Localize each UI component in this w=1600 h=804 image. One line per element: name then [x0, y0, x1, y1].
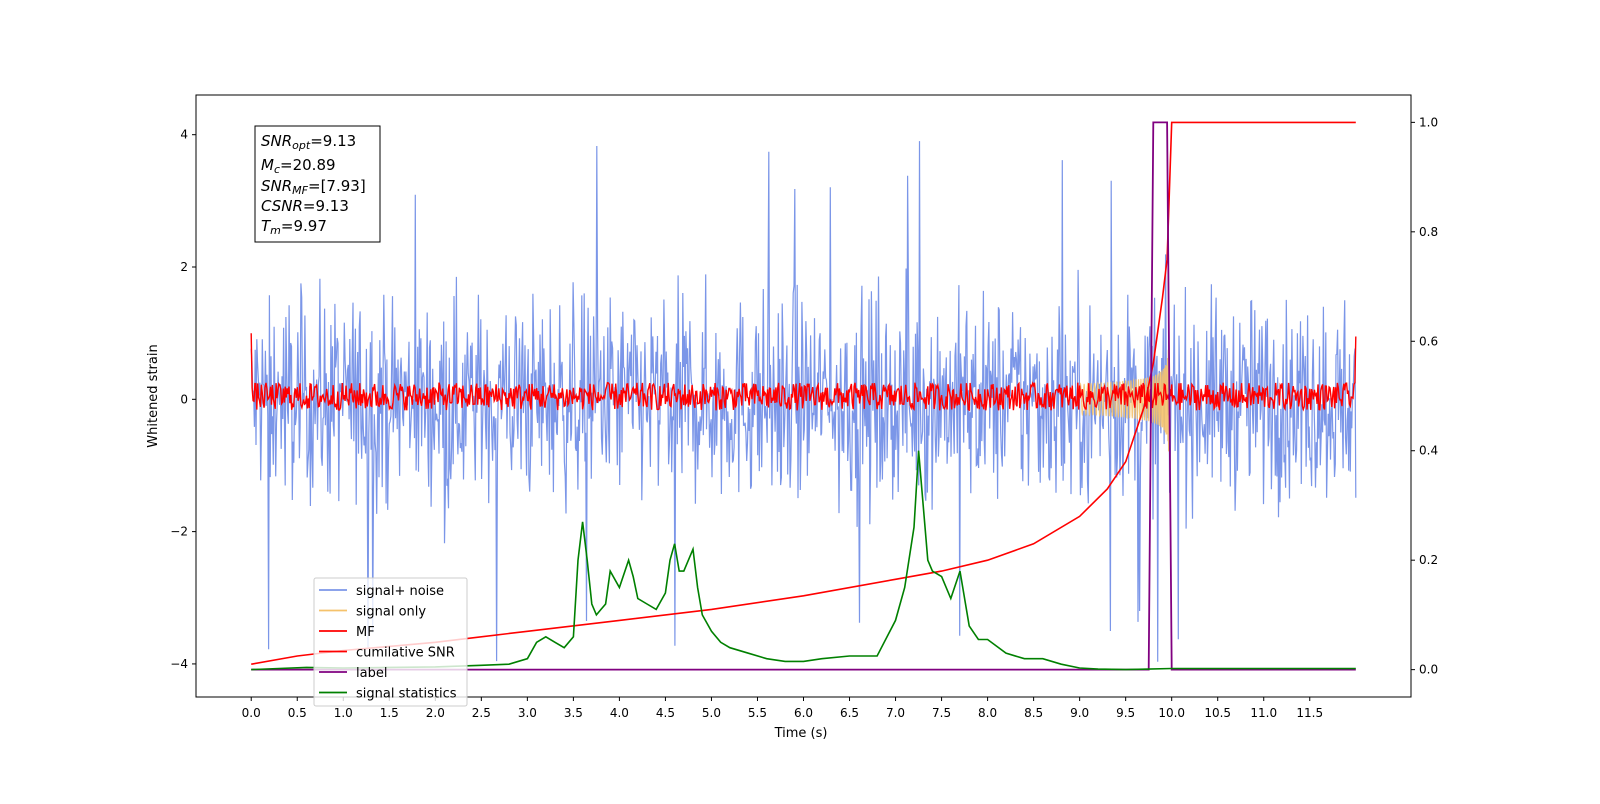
legend-label: signal statistics [356, 687, 457, 702]
y2-tick-label: 0.0 [1419, 663, 1438, 677]
stat-var: M [261, 156, 274, 174]
x-tick-label: 11.0 [1250, 706, 1277, 720]
y-tick-label: −2 [170, 525, 188, 539]
legend-label: label [356, 666, 387, 681]
stat-csnr: CSNR=9.13 [261, 197, 349, 215]
x-tick-label: 7.5 [932, 706, 951, 720]
x-tick-label: 2.5 [472, 706, 491, 720]
x-tick-label: 9.5 [1116, 706, 1135, 720]
y2-axis-ticks: 1.0 0.8 0.6 0.4 0.2 0.0 [1411, 115, 1438, 677]
stat-sub: c [274, 163, 280, 176]
y-tick-label: 0 [180, 392, 188, 406]
legend-label: MF [356, 625, 375, 640]
legend: signal+ noise signal only MF cumilative SNR… [313, 577, 468, 707]
x-tick-label: 3.0 [518, 706, 537, 720]
stat-value: =9.13 [310, 132, 356, 150]
x-tick-label: 4.5 [656, 706, 675, 720]
y-axis-ticks: 4 2 0 −2 −4 [170, 128, 196, 671]
x-tick-label: 7.0 [886, 706, 905, 720]
legend-label: cumilative SNR [356, 646, 455, 661]
stats-box: SNRopt=9.13 Mc=20.89 SNRMF=[7.93] CSNR=9… [254, 125, 381, 243]
x-tick-label: 10.5 [1204, 706, 1231, 720]
x-tick-label: 8.5 [1024, 706, 1043, 720]
y-tick-label: 4 [180, 128, 188, 142]
y2-tick-label: 1.0 [1419, 115, 1438, 129]
x-tick-label: 6.5 [840, 706, 859, 720]
x-tick-label: 0.5 [288, 706, 307, 720]
stat-tm: Tm=9.97 [261, 217, 327, 237]
stat-value: =9.13 [303, 197, 349, 215]
stat-value: =9.97 [281, 217, 327, 235]
stat-sub: opt [292, 139, 311, 152]
stats-box-frame [254, 125, 381, 243]
x-tick-label: 11.5 [1296, 706, 1323, 720]
stat-var: T [261, 217, 272, 235]
series-mf [250, 333, 1357, 412]
x-axis-ticks: 0.0 0.5 1.0 1.5 2.0 2.5 3.0 3.5 4.0 4.5 5.0 5.5 6.0 6… [242, 697, 1323, 720]
x-tick-label: 1.0 [334, 706, 353, 720]
x-tick-label: 3.5 [564, 706, 583, 720]
series-label [251, 121, 1356, 671]
stat-snr-mf: SNRMF=[7.93] [261, 177, 366, 197]
x-tick-label: 0.0 [242, 706, 261, 720]
x-tick-label: 5.0 [702, 706, 721, 720]
y-axis-label: Whitened strain [146, 344, 161, 447]
x-tick-label: 1.5 [380, 706, 399, 720]
x-tick-label: 10.0 [1158, 706, 1185, 720]
x-tick-label: 8.0 [978, 706, 997, 720]
legend-label: signal+ noise [356, 584, 444, 599]
stat-mc: Mc=20.89 [261, 156, 336, 176]
y-tick-label: 2 [180, 260, 188, 274]
x-tick-label: 6.0 [794, 706, 813, 720]
x-tick-label: 2.0 [426, 706, 445, 720]
stat-value: =20.89 [280, 156, 336, 174]
x-tick-label: 4.0 [610, 706, 629, 720]
y2-tick-label: 0.2 [1419, 553, 1438, 567]
stat-value: =[7.93] [308, 177, 366, 195]
stat-sub: MF [292, 184, 308, 197]
x-tick-label: 5.5 [748, 706, 767, 720]
series-signal-statistics [251, 450, 1356, 671]
stat-var: CSNR [261, 197, 303, 215]
x-axis-label: Time (s) [774, 726, 828, 741]
stat-sub: m [270, 224, 281, 237]
stat-var: SNR [261, 177, 292, 195]
y2-tick-label: 0.6 [1419, 334, 1438, 348]
y2-tick-label: 0.8 [1419, 225, 1438, 239]
x-tick-label: 9.0 [1070, 706, 1089, 720]
stat-var: SNR [261, 132, 292, 150]
legend-frame [313, 577, 468, 707]
legend-label: signal only [356, 605, 426, 620]
stat-snr-opt: SNRopt=9.13 [261, 132, 356, 152]
y-tick-label: −4 [170, 657, 188, 671]
y2-tick-label: 0.4 [1419, 444, 1438, 458]
